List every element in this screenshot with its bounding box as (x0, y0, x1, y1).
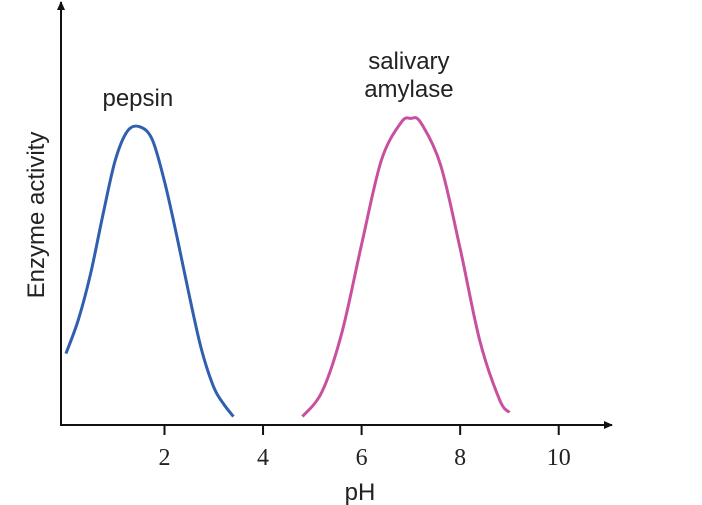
x-axis-label: pH (345, 479, 376, 505)
curve (64, 124, 235, 418)
x-tick-label: 8 (454, 445, 466, 471)
curve-label: pepsin (102, 84, 174, 112)
curve-label: salivary amylase (364, 48, 454, 104)
x-tick-label: 10 (547, 445, 571, 471)
x-tick-label: 4 (257, 445, 269, 471)
x-tick-label: 2 (158, 445, 170, 471)
x-tick-label: 6 (356, 445, 368, 471)
y-axis-label: Enzyme activity (23, 132, 50, 299)
curve (301, 116, 511, 418)
